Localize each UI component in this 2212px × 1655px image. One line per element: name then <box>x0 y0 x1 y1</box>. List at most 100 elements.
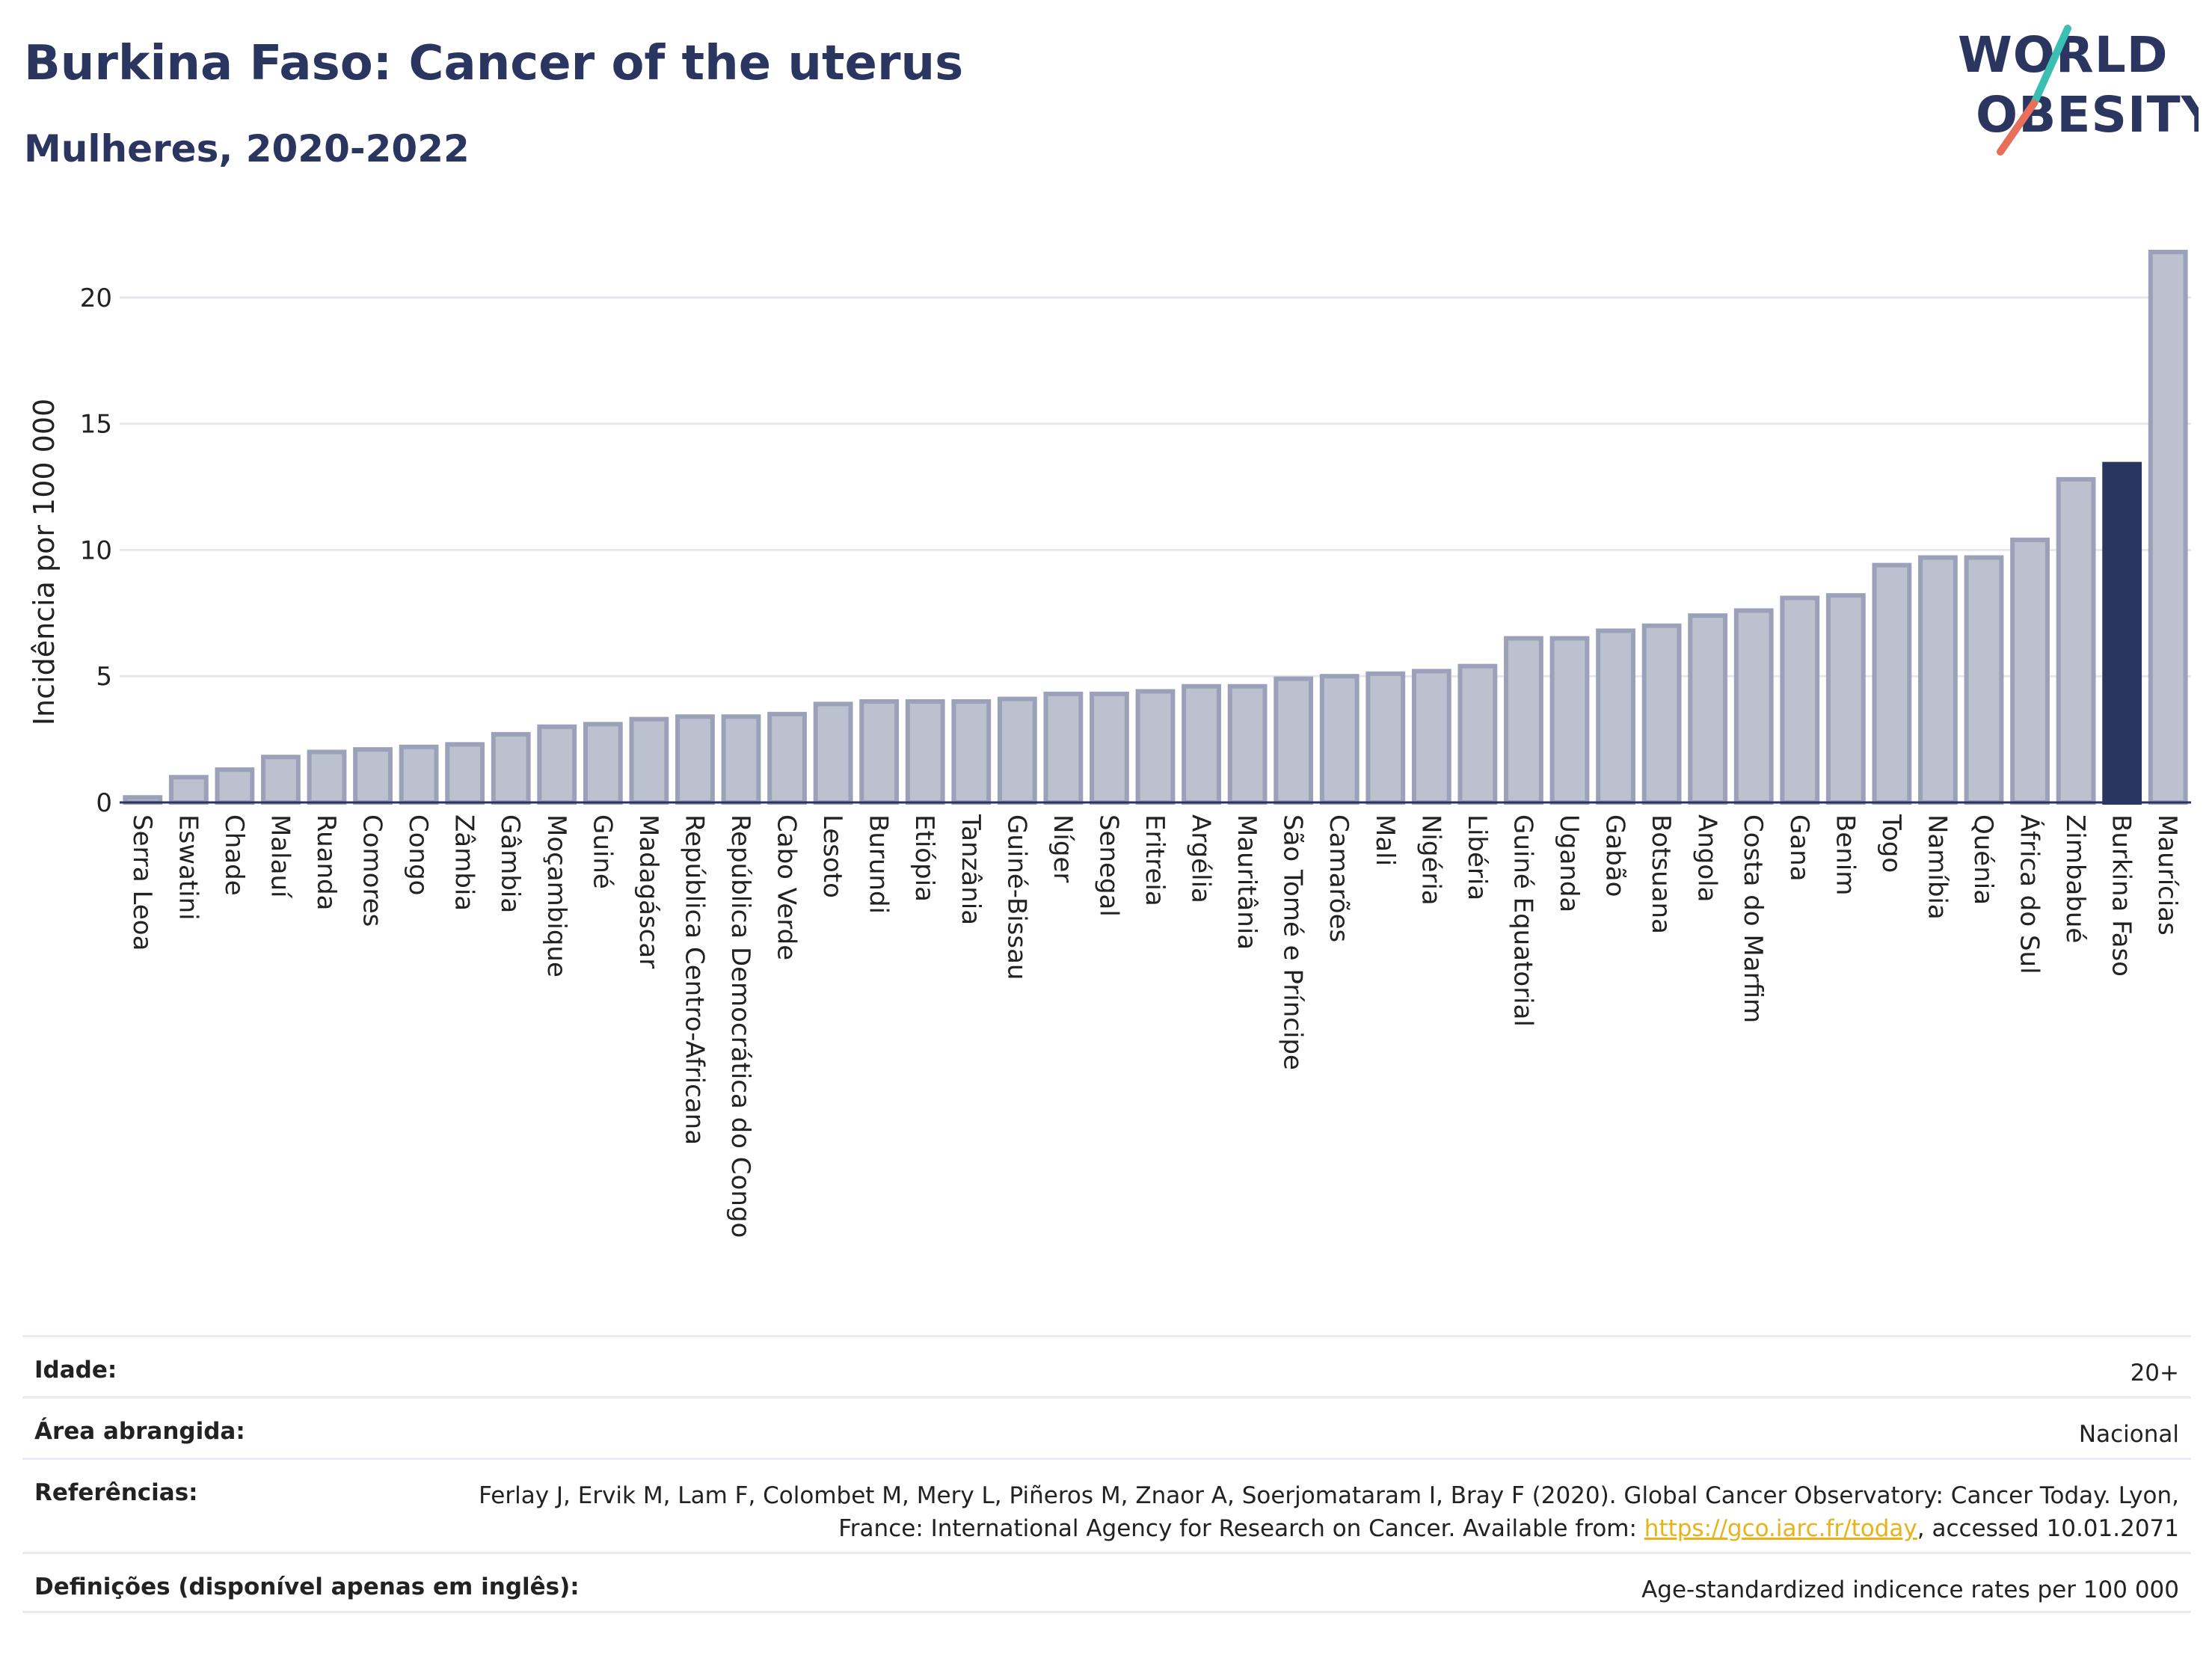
area-value: Nacional <box>2078 1421 2179 1448</box>
x-tick-label: Lesoto <box>817 814 847 898</box>
x-tick-label: Gâmbia <box>495 814 525 913</box>
x-tick-label: Nigéria <box>1416 814 1446 906</box>
bar <box>629 716 669 805</box>
bar <box>1964 555 2004 805</box>
x-tick-label: São Tomé e Príncipe <box>1278 814 1308 1070</box>
bar <box>261 755 301 805</box>
bar <box>905 698 945 805</box>
x-tick-label: Mauritânia <box>1232 814 1262 950</box>
x-tick-label: Madagáscar <box>633 814 663 968</box>
x-tick-label: Gabão <box>1600 814 1630 897</box>
references-accessed: , accessed 10.01.2071 <box>1917 1515 2179 1542</box>
bar <box>445 742 485 805</box>
references-link[interactable]: https://gco.iarc.fr/today <box>1644 1515 1917 1542</box>
x-tick-label: Guiné Equatorial <box>1508 814 1537 1027</box>
bar <box>1549 636 1590 805</box>
x-tick-label: Comores <box>357 814 387 927</box>
bar <box>2010 537 2050 805</box>
bar <box>1227 684 1268 805</box>
references-label: Referências: <box>34 1479 198 1506</box>
x-tick-label: Serra Leoa <box>127 814 157 951</box>
x-tick-label: Zâmbia <box>449 814 479 911</box>
bar <box>1918 555 1958 805</box>
bar <box>1135 689 1176 805</box>
bar <box>813 701 853 805</box>
bar <box>2148 250 2188 805</box>
x-tick-label: Argélia <box>1186 814 1216 903</box>
page-title: Burkina Faso: Cancer of the uterus <box>24 36 964 91</box>
x-tick-label: Angola <box>1692 814 1722 902</box>
bar <box>1319 674 1360 805</box>
x-tick-label: República Democrática do Congo <box>725 814 755 1238</box>
x-tick-label: Cabo Verde <box>772 814 802 960</box>
references-text: Ferlay J, Ervik M, Lam F, Colombet M, Me… <box>479 1482 2179 1542</box>
y-axis-label: Incidência por 100 000 <box>28 399 61 725</box>
bar <box>491 731 531 805</box>
bar <box>1872 562 1912 805</box>
x-tick-label: Ruanda <box>311 814 341 910</box>
x-tick-label: Eswatini <box>173 814 203 921</box>
x-tick-label: Congo <box>403 814 433 895</box>
x-tick-label: Malauí <box>265 814 295 899</box>
info-row-area: Área abrangida: Nacional <box>22 1396 2191 1458</box>
x-tick-label: Moçambique <box>541 814 571 977</box>
bar <box>2102 461 2142 805</box>
bar <box>951 698 992 805</box>
bar <box>1365 671 1406 805</box>
bar-chart: 0 5 10 15 20 Serra Leoa Eswatini Chade Malauí Ru… <box>28 250 2191 1238</box>
info-row-definitions: Definições (disponível apenas em inglês)… <box>22 1552 2191 1613</box>
bar <box>1090 691 1129 805</box>
x-tick-label: Senegal <box>1093 814 1123 917</box>
bar <box>1411 669 1451 805</box>
x-tick-label: Botsuana <box>1646 814 1676 934</box>
x-tick-label: Camarões <box>1324 814 1354 942</box>
y-tick-label: 0 <box>96 788 112 818</box>
logo-coral-stroke <box>1997 99 2038 156</box>
x-tick-label: Burundi <box>864 814 894 914</box>
x-tick-label: Benim <box>1830 814 1860 895</box>
x-tick-label: Guiné <box>587 814 617 889</box>
bar <box>168 775 209 805</box>
y-tick-label: 20 <box>80 283 112 313</box>
bar <box>537 724 577 805</box>
bar <box>1780 595 1820 805</box>
x-tick-label: Gana <box>1784 814 1814 882</box>
x-tick-label: Maurícias <box>2152 814 2182 936</box>
x-tick-label: Eritreia <box>1140 814 1170 906</box>
references-value: Ferlay J, Ervik M, Lam F, Colombet M, Me… <box>459 1479 2179 1545</box>
bar <box>1504 636 1543 805</box>
bar <box>1182 684 1221 805</box>
x-tick-label: Chade <box>219 814 249 896</box>
x-tick-label: Costa do Marfim <box>1738 814 1768 1023</box>
info-row-age: Idade: 20+ <box>22 1335 2191 1396</box>
x-tick-label: Quénia <box>1968 814 1998 905</box>
bar <box>399 744 439 805</box>
info-row-references: Referências: Ferlay J, Ervik M, Lam F, C… <box>22 1458 2191 1552</box>
bar <box>1274 676 1314 805</box>
x-tick-label: Guiné-Bissau <box>1001 814 1031 980</box>
y-tick-label: 5 <box>96 662 112 692</box>
bars <box>123 250 2188 805</box>
bar <box>1596 628 1635 805</box>
bar <box>353 747 393 805</box>
area-label: Área abrangida: <box>34 1418 245 1445</box>
y-axis-ticks: 0 5 10 15 20 <box>80 283 112 818</box>
logo-teal-stroke <box>2030 25 2071 107</box>
x-tick-label: Mali <box>1370 814 1400 866</box>
age-label: Idade: <box>34 1357 117 1384</box>
x-axis-labels: Serra Leoa Eswatini Chade Malauí Ruanda Comor… <box>127 814 2182 1238</box>
page-subtitle: Mulheres, 2020-2022 <box>24 127 470 171</box>
x-tick-label: Etiópia <box>909 814 939 902</box>
definitions-label: Definições (disponível apenas em inglês)… <box>34 1573 580 1600</box>
definitions-value: Age-standardized indicence rates per 100… <box>1641 1576 2179 1603</box>
x-tick-label: Togo <box>1876 814 1906 873</box>
bar <box>1733 608 1774 805</box>
x-tick-label: Uganda <box>1554 814 1584 912</box>
bar <box>721 714 761 805</box>
bar <box>675 714 715 805</box>
x-tick-label: Níger <box>1048 814 1078 882</box>
x-tick-label: Namíbia <box>1922 814 1952 920</box>
bar <box>859 698 900 805</box>
bar <box>997 696 1037 805</box>
bar <box>1043 691 1084 805</box>
